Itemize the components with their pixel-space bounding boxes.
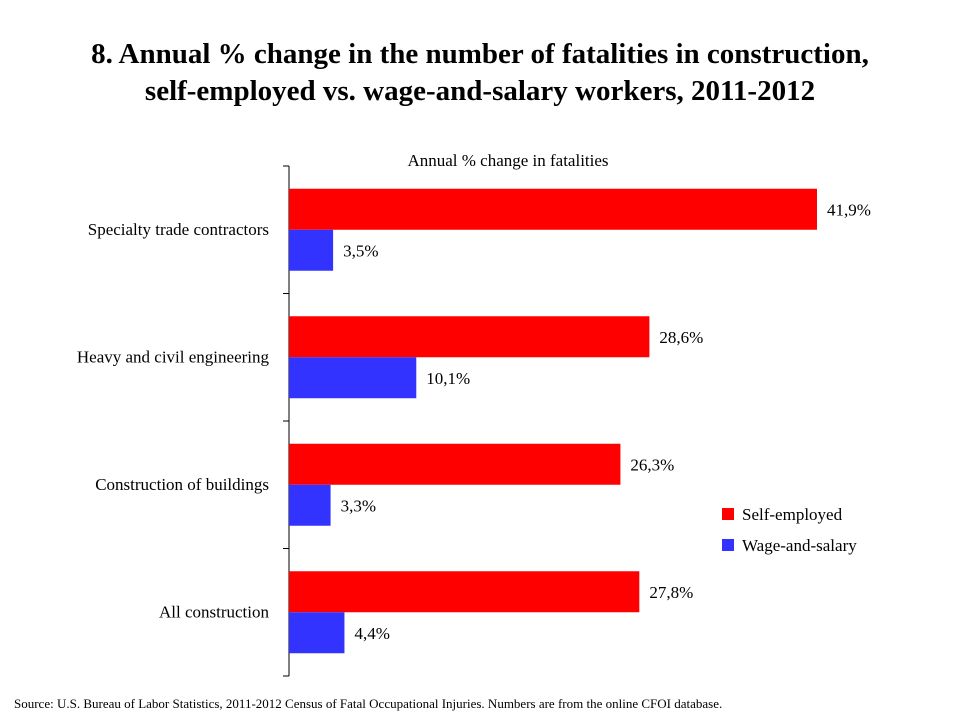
- legend-label: Self-employed: [742, 505, 843, 524]
- data-label: 27,8%: [649, 583, 693, 602]
- page-title: 8. Annual % change in the number of fata…: [20, 36, 940, 110]
- data-label: 3,3%: [341, 496, 376, 515]
- source-note: Source: U.S. Bureau of Labor Statistics,…: [14, 696, 723, 711]
- bar-wage-and-salary: [289, 357, 417, 399]
- data-label: 4,4%: [354, 624, 389, 643]
- bar-self-employed: [289, 443, 621, 485]
- bar-self-employed: [289, 571, 640, 613]
- data-label: 10,1%: [426, 369, 470, 388]
- category-label: Specialty trade contractors: [88, 220, 269, 239]
- data-label: 41,9%: [827, 200, 871, 219]
- data-label: 28,6%: [659, 328, 703, 347]
- legend-swatch-self-employed: [722, 508, 734, 520]
- category-label: Construction of buildings: [95, 475, 269, 494]
- category-label: All construction: [159, 602, 270, 621]
- title-line-2: self-employed vs. wage-and-salary worker…: [144, 75, 816, 107]
- title-line-1: 8. Annual % change in the number of fata…: [91, 38, 869, 70]
- chart-title: Annual % change in fatalities: [407, 151, 608, 170]
- legend-swatch-wage-and-salary: [722, 539, 734, 551]
- bar-chart: Annual % change in fatalities Specialty …: [77, 151, 871, 677]
- bar-wage-and-salary: [289, 229, 334, 271]
- data-label: 3,5%: [343, 241, 378, 260]
- legend-label: Wage-and-salary: [742, 536, 857, 555]
- bar-self-employed: [289, 316, 650, 358]
- bar-wage-and-salary: [289, 612, 345, 654]
- bar-self-employed: [289, 188, 817, 230]
- category-label: Heavy and civil engineering: [77, 347, 270, 366]
- bar-wage-and-salary: [289, 484, 331, 526]
- data-label: 26,3%: [630, 455, 674, 474]
